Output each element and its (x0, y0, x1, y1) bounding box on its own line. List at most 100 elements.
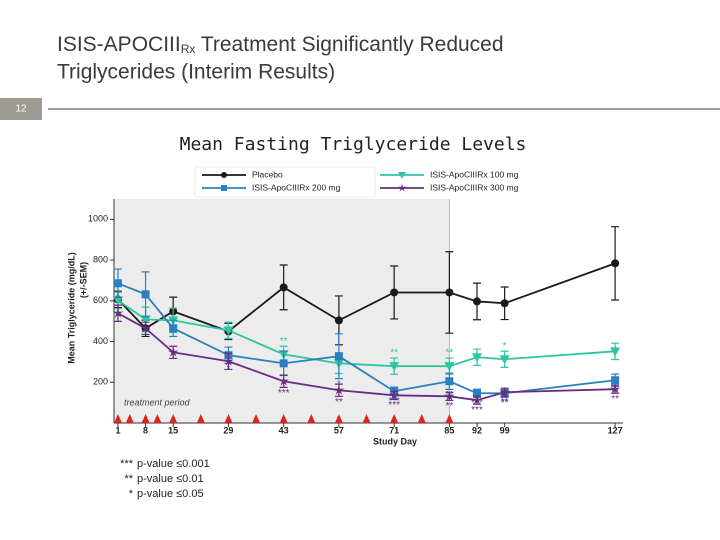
x-tick-label: 71 (389, 425, 399, 435)
x-axis-label: Study Day (373, 436, 417, 446)
significance-label: ** (280, 336, 288, 347)
title-subscript: Rx (181, 42, 196, 56)
footnote-symbol: *** (120, 458, 134, 470)
significance-label: ** (501, 397, 509, 408)
point (334, 316, 343, 325)
point (223, 355, 234, 366)
point (167, 346, 179, 357)
point (471, 394, 483, 405)
significance-label: ** (501, 398, 509, 409)
point (141, 290, 150, 299)
point (445, 288, 454, 297)
legend-label: ISIS-ApoCIIIRx 100 mg (430, 169, 519, 179)
dosing-marker (125, 414, 134, 423)
point (611, 376, 620, 385)
dosing-marker (390, 414, 399, 423)
footnote-text: p-value ≤0.001 (137, 458, 210, 470)
point (334, 352, 343, 361)
point (112, 296, 123, 306)
y-tick-label: 200 (93, 377, 108, 387)
dosing-marker (362, 414, 371, 423)
legend-marker (221, 172, 227, 178)
legend-marker (398, 172, 406, 179)
point (140, 322, 151, 333)
point (472, 353, 483, 363)
point (389, 362, 400, 372)
point (444, 390, 455, 401)
legend-box (194, 166, 376, 198)
significance-label: ** (445, 401, 453, 412)
point (499, 386, 510, 397)
treatment-period-label: treatment period (124, 397, 191, 407)
title-text: Treatment Significantly Reduced (195, 33, 503, 56)
point (140, 315, 151, 325)
point (499, 355, 510, 365)
slide-number: 12 (15, 104, 27, 115)
point (473, 297, 482, 306)
dosing-marker (334, 414, 343, 423)
y-tick-label: 800 (93, 254, 108, 264)
dosing-marker (252, 414, 261, 423)
dosing-marker (113, 414, 122, 423)
point (610, 347, 621, 357)
footnote-symbol: * (129, 488, 134, 500)
legend-label: Placebo (252, 169, 283, 179)
point (223, 326, 234, 336)
point (112, 307, 124, 318)
point (333, 384, 345, 395)
y-tick-label: 600 (93, 295, 108, 305)
x-tick-label: 85 (444, 425, 454, 435)
dosing-marker (445, 414, 454, 423)
y-tick-label: 400 (93, 336, 108, 346)
point (445, 377, 454, 386)
x-tick-label: 99 (500, 425, 510, 435)
footnote-text: p-value ≤0.01 (137, 473, 204, 485)
point (500, 299, 509, 308)
significance-label: *** (471, 405, 483, 416)
x-tick-label: 1 (115, 425, 120, 435)
y-axis-label: Mean Triglyceride (mg/dL) (66, 252, 76, 364)
legend-label: ISIS-ApoCIIIRx 200 mg (252, 182, 341, 192)
significance-label: ** (445, 348, 453, 359)
point (473, 389, 482, 398)
footnote-text: p-value ≤0.05 (137, 488, 204, 500)
significance-label: ** (611, 394, 619, 405)
dosing-marker (196, 414, 205, 423)
x-tick-label: 57 (334, 425, 344, 435)
significance-label: *** (388, 400, 400, 411)
x-tick-label: 43 (279, 425, 289, 435)
x-tick-label: 8 (143, 425, 148, 435)
footnote-symbol: ** (124, 473, 133, 485)
legend-marker (221, 185, 227, 191)
point (611, 259, 620, 268)
dosing-marker (307, 414, 316, 423)
legend-label: ISIS-ApoCIIIRx 300 mg (430, 182, 519, 192)
point (169, 324, 178, 333)
significance-label: *** (388, 396, 400, 407)
significance-label: *** (278, 388, 290, 399)
title-text: ISIS-APOCIII (57, 33, 181, 56)
legend-marker (397, 183, 407, 192)
x-tick-label: 15 (168, 425, 178, 435)
significance-label: * (503, 341, 507, 352)
point (113, 279, 122, 288)
significance-label: ** (390, 348, 398, 359)
chart-title: Mean Fasting Triglyceride Levels (180, 134, 527, 155)
dosing-marker (279, 414, 288, 423)
dosing-marker (153, 414, 162, 423)
point (390, 288, 399, 297)
slide-title-line: Triglycerides (Interim Results) (57, 61, 335, 84)
point (388, 389, 400, 400)
y-axis-label-sub: (+/-SEM) (78, 262, 88, 298)
x-tick-label: 127 (608, 425, 623, 435)
dosing-marker (417, 414, 426, 423)
point (279, 283, 288, 292)
dosing-marker (224, 414, 233, 423)
x-tick-label: 29 (223, 425, 233, 435)
point (278, 375, 289, 386)
slide-title: ISIS-APOCIIIRx Treatment Significantly R… (57, 33, 504, 57)
point (444, 362, 455, 372)
slide-number-box (0, 98, 42, 120)
x-tick-label: 92 (472, 425, 482, 435)
